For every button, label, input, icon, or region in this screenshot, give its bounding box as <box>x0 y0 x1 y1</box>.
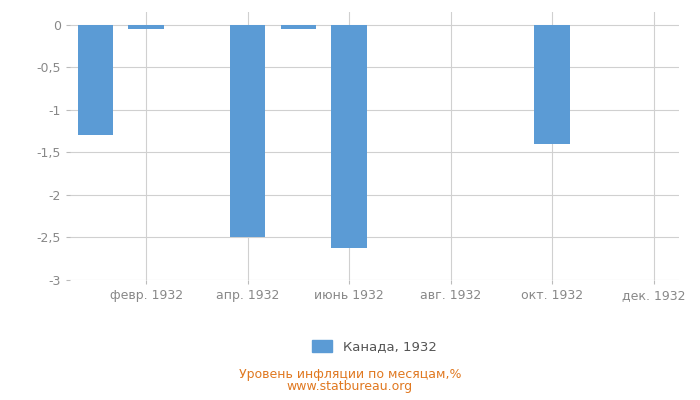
Bar <box>331 25 367 248</box>
Legend: Канада, 1932: Канада, 1932 <box>307 335 442 359</box>
Text: Уровень инфляции по месяцам,%: Уровень инфляции по месяцам,% <box>239 368 461 381</box>
Bar <box>128 25 164 29</box>
Bar <box>534 25 570 144</box>
Text: www.statbureau.org: www.statbureau.org <box>287 380 413 393</box>
Bar <box>78 25 113 135</box>
Bar <box>281 25 316 29</box>
Bar <box>230 25 265 238</box>
